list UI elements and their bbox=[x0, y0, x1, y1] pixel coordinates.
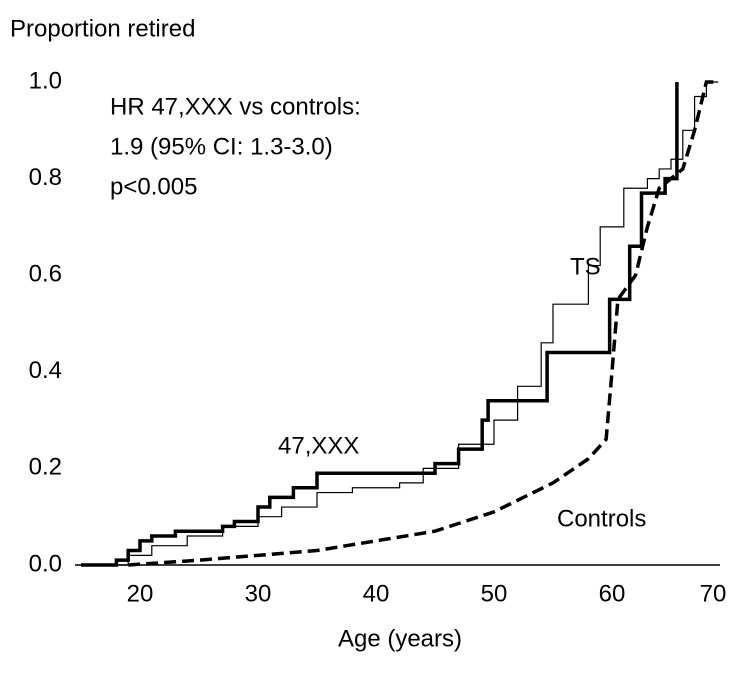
x-tick-label: 70 bbox=[700, 580, 727, 607]
y-tick-label: 1.0 bbox=[29, 67, 62, 94]
series-label: 47,XXX bbox=[278, 432, 359, 459]
x-tick-label: 60 bbox=[599, 580, 626, 607]
y-tick-label: 0.6 bbox=[29, 261, 62, 288]
x-tick-label: 20 bbox=[127, 580, 154, 607]
annotation: p<0.005 bbox=[110, 173, 197, 200]
y-tick-label: 0.8 bbox=[29, 164, 62, 191]
series-line bbox=[128, 80, 719, 567]
annotation: 1.9 (95% CI: 1.3-3.0) bbox=[110, 133, 333, 160]
y-axis-label: Proportion retired bbox=[10, 15, 195, 42]
x-tick-label: 30 bbox=[245, 580, 272, 607]
series-label: TS bbox=[570, 253, 601, 280]
x-axis-label: Age (years) bbox=[338, 625, 462, 652]
y-tick-label: 0.0 bbox=[29, 550, 62, 577]
x-tick-label: 50 bbox=[481, 580, 508, 607]
x-tick-label: 40 bbox=[363, 580, 390, 607]
series-line bbox=[104, 81, 719, 566]
y-tick-label: 0.2 bbox=[29, 454, 62, 481]
y-tick-label: 0.4 bbox=[29, 357, 62, 384]
series-line bbox=[81, 82, 679, 567]
series-label: Controls bbox=[557, 505, 646, 532]
annotation: HR 47,XXX vs controls: bbox=[110, 93, 361, 120]
